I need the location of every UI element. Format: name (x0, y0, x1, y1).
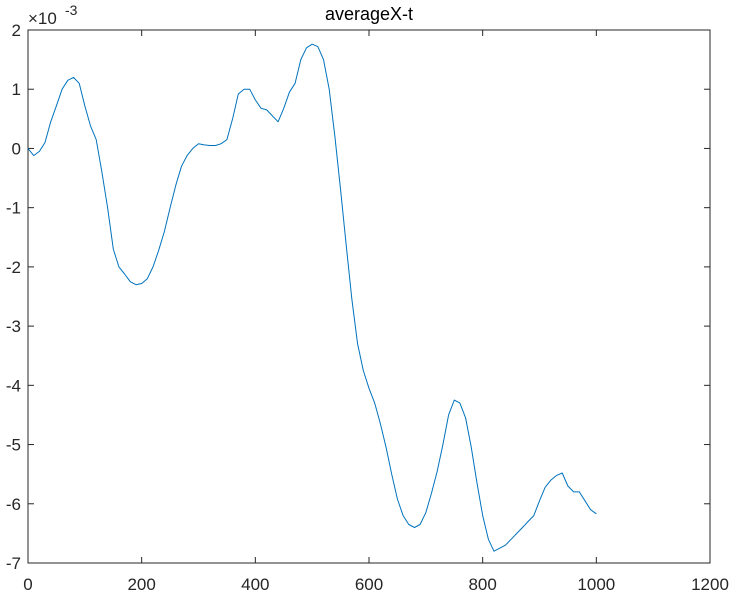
y-axis-exponent-base: ×10 (28, 9, 57, 28)
y-tick-label: 2 (12, 21, 21, 40)
chart-title: averageX-t (325, 4, 413, 24)
y-tick-label: -3 (6, 317, 21, 336)
y-tick-label: -4 (6, 376, 21, 395)
y-tick-label: 0 (12, 139, 21, 158)
x-tick-label: 0 (23, 575, 32, 594)
y-tick-label: -1 (6, 199, 21, 218)
y-tick-label: -5 (6, 436, 21, 455)
x-tick-label: 600 (355, 575, 383, 594)
x-tick-label: 800 (468, 575, 496, 594)
y-axis-exponent-power: -3 (65, 2, 78, 18)
x-tick-label: 1000 (577, 575, 615, 594)
x-tick-label: 200 (127, 575, 155, 594)
y-tick-label: -6 (6, 495, 21, 514)
y-tick-label: -2 (6, 258, 21, 277)
y-tick-label: -7 (6, 554, 21, 573)
x-tick-label: 400 (241, 575, 269, 594)
y-tick-label: 1 (12, 80, 21, 99)
x-tick-label: 1200 (691, 575, 729, 594)
